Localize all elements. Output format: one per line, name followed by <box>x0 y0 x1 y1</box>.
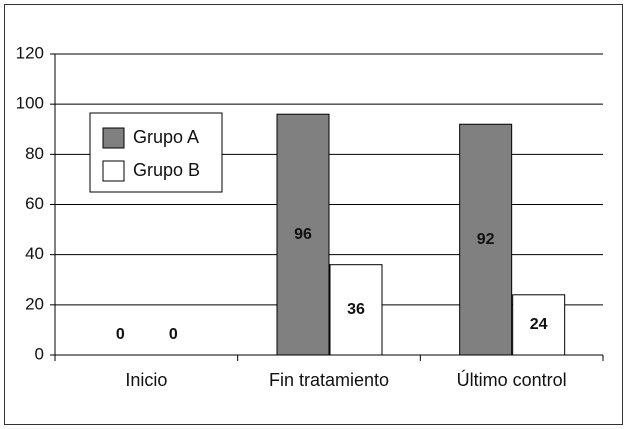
y-tick-label: 40 <box>25 244 44 263</box>
y-tick-label: 120 <box>16 43 44 62</box>
y-tick-label: 60 <box>25 194 44 213</box>
legend-swatch <box>102 160 125 182</box>
x-tick-label: Fin tratamiento <box>269 370 389 390</box>
data-label: 0 <box>116 326 125 343</box>
x-tick-label: Último control <box>457 369 567 390</box>
bar <box>512 294 566 356</box>
x-tick-label: Inicio <box>125 370 167 390</box>
legend-swatch <box>102 127 125 149</box>
y-tick-label: 80 <box>25 144 44 163</box>
data-label: 92 <box>477 231 495 248</box>
data-label: 96 <box>294 226 312 243</box>
bar <box>459 123 513 356</box>
y-tick-label: 100 <box>16 94 44 113</box>
y-tick-label: 0 <box>35 344 44 363</box>
y-tick-label: 20 <box>25 294 44 313</box>
legend-label: Grupo B <box>133 160 200 180</box>
data-label: 36 <box>347 301 365 318</box>
data-label: 0 <box>169 326 178 343</box>
frame <box>4 4 623 425</box>
legend-label: Grupo A <box>133 127 199 147</box>
data-label: 24 <box>530 316 548 333</box>
